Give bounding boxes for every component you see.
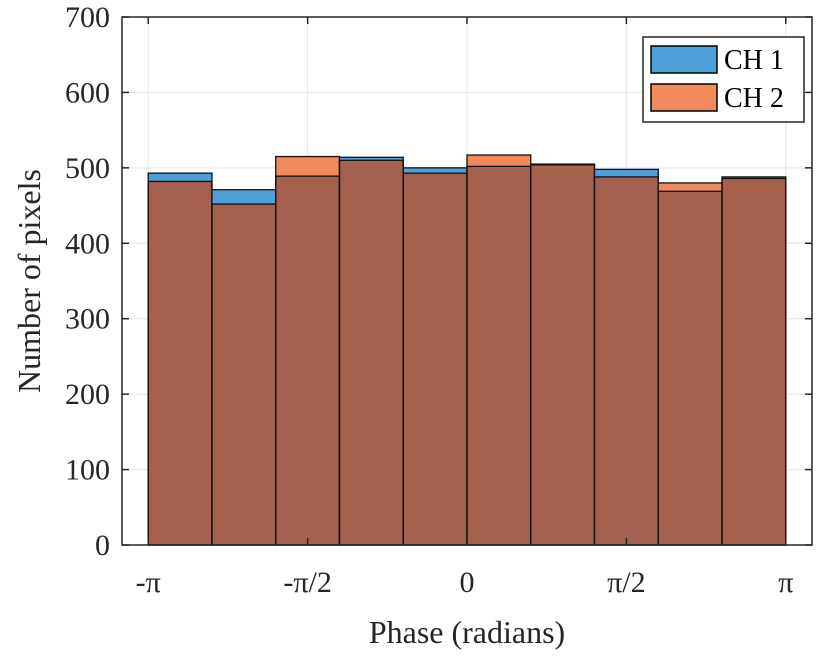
bar-overlap-segment <box>339 160 404 546</box>
legend-swatch-ch2 <box>650 83 718 112</box>
bar-excess-segment <box>211 189 276 205</box>
legend-swatch-ch1 <box>650 45 718 74</box>
x-tick-label: π <box>778 566 793 599</box>
bar-overlap-segment <box>403 173 467 545</box>
x-tick-label: π/2 <box>607 566 645 599</box>
y-tick-label: 700 <box>65 1 110 34</box>
y-axis-title: Number of pixels <box>11 169 47 393</box>
bar-overlap-segment <box>211 204 276 545</box>
bar-excess-segment <box>467 155 531 167</box>
y-tick-label: 500 <box>65 152 110 185</box>
bar-overlap-segment <box>467 166 531 545</box>
axes <box>121 16 813 546</box>
bar-excess-segment <box>339 157 404 161</box>
bar-overlap-segment <box>148 181 212 546</box>
bar-excess-segment <box>148 173 212 182</box>
x-tick-label: -π <box>136 566 161 599</box>
legend-label-ch2: CH 2 <box>724 83 784 114</box>
histogram-bars <box>147 154 787 546</box>
y-tick-label: 400 <box>65 227 110 260</box>
legend: CH 1 CH 2 <box>642 36 805 123</box>
bar-excess-segment <box>594 169 659 177</box>
y-tick-label: 600 <box>65 76 110 109</box>
tick-labels: 0 100 200 300 400 500 600 700 -π -π/2 0 π/2 π <box>65 1 793 599</box>
y-tick-label: 0 <box>95 529 110 562</box>
bar-overlap-segment <box>275 176 340 545</box>
bar-excess-segment <box>722 176 786 179</box>
y-tick-label: 100 <box>65 454 110 487</box>
bar-excess-segment <box>658 182 723 192</box>
bar-excess-segment <box>275 156 340 177</box>
bar-overlap-segment <box>530 164 595 545</box>
x-axis-title: Phase (radians) <box>369 614 565 650</box>
bar-overlap-segment <box>722 178 786 545</box>
bar-overlap-segment <box>594 176 659 545</box>
y-tick-label: 200 <box>65 378 110 411</box>
bar-overlap-segment <box>658 191 723 546</box>
x-tick-label: -π/2 <box>283 566 331 599</box>
legend-label-ch1: CH 1 <box>724 45 784 76</box>
y-tick-label: 300 <box>65 303 110 336</box>
x-tick-label: 0 <box>460 566 475 599</box>
bar-excess-segment <box>403 167 467 174</box>
